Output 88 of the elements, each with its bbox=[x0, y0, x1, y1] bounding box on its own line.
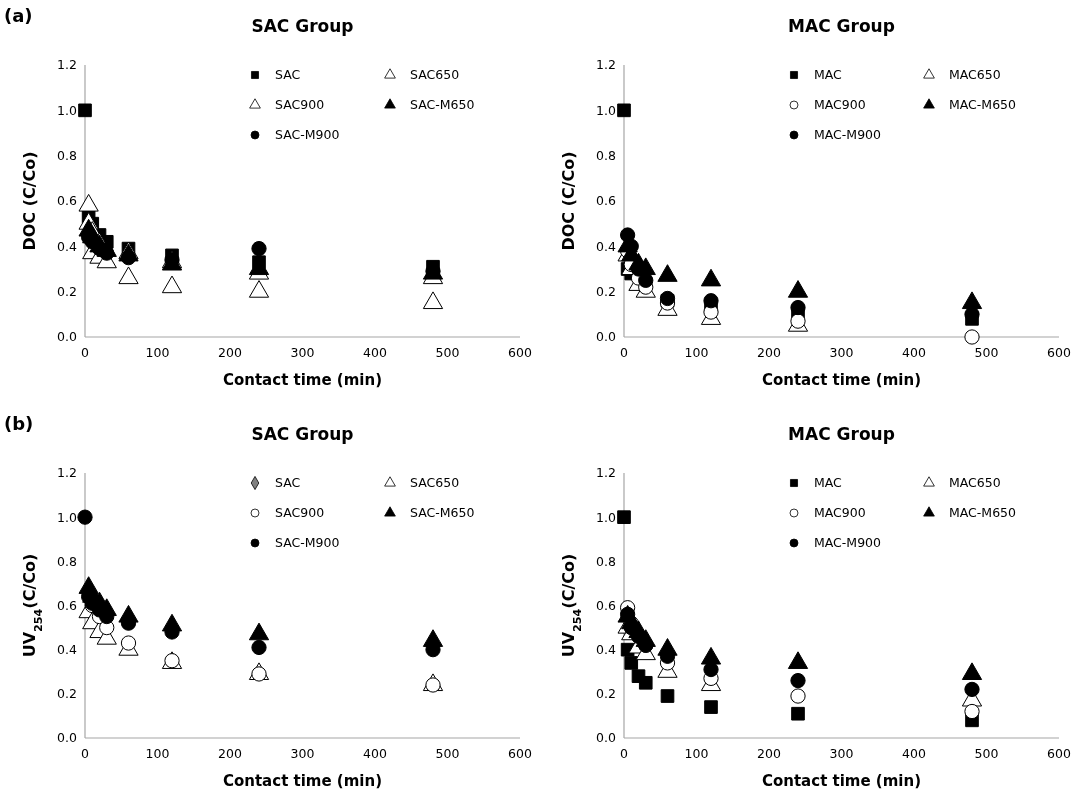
y-axis-title: DOC (C/Co) bbox=[20, 151, 39, 251]
y-tick-label: 0.0 bbox=[57, 329, 78, 345]
legend-label: MAC900 bbox=[814, 505, 866, 521]
legend-label: SAC650 bbox=[410, 475, 460, 491]
legend-label: SAC-M900 bbox=[275, 127, 340, 143]
x-tick-label: 200 bbox=[757, 746, 781, 761]
y-tick-label: 1.2 bbox=[57, 465, 77, 481]
chart-title: MAC Group bbox=[788, 424, 895, 444]
y-tick-label: 0.8 bbox=[57, 553, 78, 569]
y-tick-label: 1.2 bbox=[596, 57, 616, 73]
x-tick-label: 100 bbox=[684, 746, 709, 761]
legend-label: MAC650 bbox=[949, 67, 1001, 83]
x-tick-label: 500 bbox=[974, 746, 999, 761]
x-tick-label: 400 bbox=[902, 746, 926, 761]
x-tick-label: 0 bbox=[81, 746, 90, 761]
legend-label: MAC bbox=[814, 475, 843, 491]
legend-label: SAC-M650 bbox=[410, 505, 475, 521]
x-tick-label: 300 bbox=[290, 345, 315, 360]
y-tick-label: 1.0 bbox=[596, 509, 617, 525]
x-tick-label: 500 bbox=[435, 345, 460, 360]
y-tick-label: 0.4 bbox=[596, 238, 617, 254]
legend-label: SAC bbox=[275, 475, 301, 491]
legend-label: MAC-M650 bbox=[949, 505, 1017, 521]
y-tick-label: 0.6 bbox=[57, 597, 78, 613]
y-tick-label: 0.0 bbox=[596, 730, 617, 746]
y-tick-label: 0.2 bbox=[57, 686, 77, 702]
x-tick-label: 400 bbox=[363, 345, 387, 360]
x-tick-label: 300 bbox=[290, 746, 315, 761]
y-tick-label: 1.0 bbox=[57, 102, 78, 118]
y-tick-label: 0.2 bbox=[57, 284, 77, 300]
y-tick-label: 1.2 bbox=[57, 57, 77, 73]
y-tick-label: 0.6 bbox=[596, 193, 617, 209]
legend-label: MAC-M900 bbox=[814, 535, 882, 551]
x-tick-label: 0 bbox=[620, 345, 629, 360]
legend-label: SAC900 bbox=[275, 505, 325, 521]
chart-title: SAC Group bbox=[251, 16, 354, 36]
x-tick-label: 200 bbox=[757, 345, 781, 360]
chart-title: SAC Group bbox=[251, 424, 354, 444]
x-axis-title: Contact time (min) bbox=[222, 772, 383, 790]
x-tick-label: 0 bbox=[81, 345, 90, 360]
x-tick-label: 500 bbox=[435, 746, 460, 761]
y-tick-label: 0.4 bbox=[57, 642, 78, 658]
x-tick-label: 400 bbox=[363, 746, 387, 761]
x-tick-label: 300 bbox=[829, 345, 854, 360]
y-tick-label: 0.4 bbox=[57, 238, 78, 254]
text: (b) bbox=[4, 413, 34, 434]
y-axis-title: DOC (C/Co) bbox=[559, 151, 578, 251]
y-tick-label: 1.0 bbox=[57, 509, 78, 525]
legend-label: SAC650 bbox=[410, 67, 460, 83]
x-tick-label: 500 bbox=[974, 345, 999, 360]
y-tick-label: 1.0 bbox=[596, 102, 617, 118]
y-tick-label: 0.6 bbox=[596, 597, 617, 613]
legend-label: SAC-M650 bbox=[410, 97, 475, 113]
y-tick-label: 0.0 bbox=[596, 329, 617, 345]
y-tick-label: 0.8 bbox=[57, 148, 78, 164]
x-tick-label: 0 bbox=[620, 746, 629, 761]
legend-label: SAC900 bbox=[275, 97, 325, 113]
x-tick-label: 200 bbox=[218, 345, 242, 360]
x-axis-title: Contact time (min) bbox=[222, 371, 383, 389]
y-tick-label: 0.8 bbox=[596, 148, 617, 164]
x-axis-title: Contact time (min) bbox=[761, 772, 922, 790]
text: (a) bbox=[4, 5, 33, 26]
x-tick-label: 300 bbox=[829, 746, 854, 761]
y-tick-label: 0.8 bbox=[596, 553, 617, 569]
x-axis-title: Contact time (min) bbox=[761, 371, 922, 389]
y-tick-label: 0.6 bbox=[57, 193, 78, 209]
chart-title: MAC Group bbox=[788, 16, 895, 36]
y-tick-label: 0.4 bbox=[596, 642, 617, 658]
x-tick-label: 600 bbox=[1047, 345, 1071, 360]
x-tick-label: 100 bbox=[684, 345, 709, 360]
legend-label: MAC-M650 bbox=[949, 97, 1017, 113]
legend-label: MAC-M900 bbox=[814, 127, 882, 143]
legend-label: SAC bbox=[275, 67, 301, 83]
y-tick-label: 1.2 bbox=[596, 465, 616, 481]
legend-label: MAC bbox=[814, 67, 843, 83]
legend-label: SAC-M900 bbox=[275, 535, 340, 551]
y-tick-label: 0.2 bbox=[596, 686, 616, 702]
x-tick-label: 100 bbox=[145, 345, 170, 360]
x-tick-label: 600 bbox=[508, 746, 532, 761]
x-tick-label: 400 bbox=[902, 345, 926, 360]
legend-label: MAC650 bbox=[949, 475, 1001, 491]
x-tick-label: 200 bbox=[218, 746, 242, 761]
x-tick-label: 100 bbox=[145, 746, 170, 761]
legend-label: MAC900 bbox=[814, 97, 866, 113]
y-tick-label: 0.0 bbox=[57, 730, 78, 746]
x-tick-label: 600 bbox=[508, 345, 532, 360]
y-tick-label: 0.2 bbox=[596, 284, 616, 300]
x-tick-label: 600 bbox=[1047, 746, 1071, 761]
